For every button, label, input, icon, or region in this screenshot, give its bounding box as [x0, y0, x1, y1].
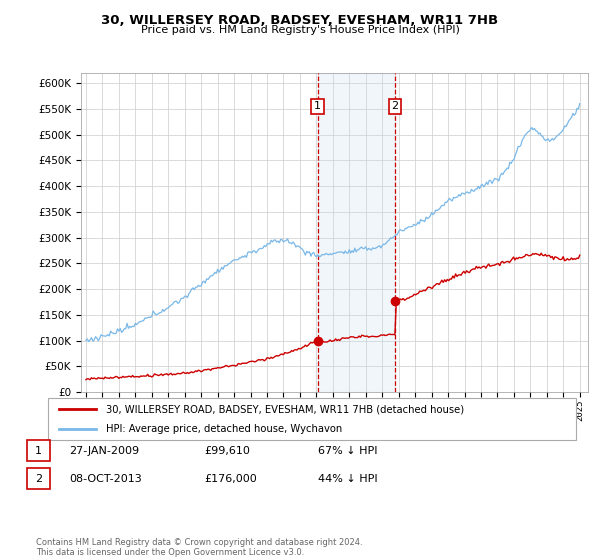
Text: 2: 2: [35, 474, 42, 484]
Text: 27-JAN-2009: 27-JAN-2009: [69, 446, 139, 456]
Text: Price paid vs. HM Land Registry's House Price Index (HPI): Price paid vs. HM Land Registry's House …: [140, 25, 460, 35]
Text: 67% ↓ HPI: 67% ↓ HPI: [318, 446, 377, 456]
Text: Contains HM Land Registry data © Crown copyright and database right 2024.
This d: Contains HM Land Registry data © Crown c…: [36, 538, 362, 557]
Text: 30, WILLERSEY ROAD, BADSEY, EVESHAM, WR11 7HB (detached house): 30, WILLERSEY ROAD, BADSEY, EVESHAM, WR1…: [106, 404, 464, 414]
Text: £176,000: £176,000: [204, 474, 257, 484]
Text: 2: 2: [391, 101, 398, 111]
Text: 1: 1: [35, 446, 42, 456]
Text: 30, WILLERSEY ROAD, BADSEY, EVESHAM, WR11 7HB: 30, WILLERSEY ROAD, BADSEY, EVESHAM, WR1…: [101, 14, 499, 27]
Bar: [318, 73, 395, 392]
Text: 44% ↓ HPI: 44% ↓ HPI: [318, 474, 377, 484]
Text: HPI: Average price, detached house, Wychavon: HPI: Average price, detached house, Wych…: [106, 424, 343, 434]
Text: 1: 1: [314, 101, 321, 111]
Text: 08-OCT-2013: 08-OCT-2013: [69, 474, 142, 484]
Text: £99,610: £99,610: [204, 446, 250, 456]
FancyBboxPatch shape: [48, 398, 576, 440]
